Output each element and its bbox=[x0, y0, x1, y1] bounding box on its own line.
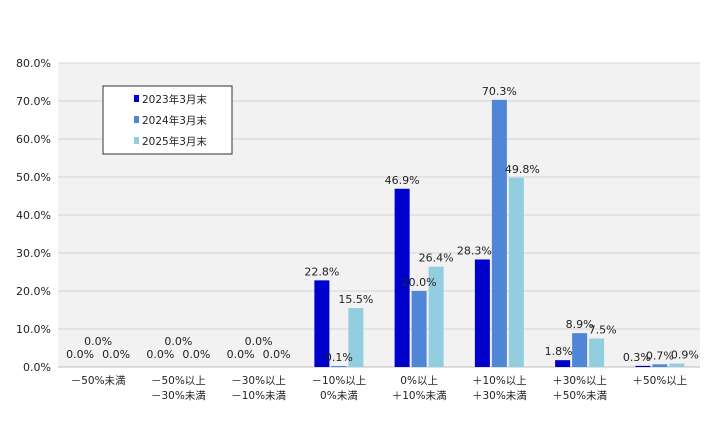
bar bbox=[394, 188, 410, 367]
y-tick-label: 0.0% bbox=[23, 361, 51, 374]
data-label: 0.0% bbox=[227, 348, 255, 361]
legend-swatch bbox=[134, 137, 139, 144]
data-label: 20.0% bbox=[402, 276, 437, 289]
bar bbox=[331, 366, 347, 367]
data-label: 0.0% bbox=[182, 348, 210, 361]
bar bbox=[428, 266, 444, 367]
bar bbox=[411, 291, 427, 367]
data-label: 0.0% bbox=[245, 335, 273, 348]
x-category-label: ＋50%以上 bbox=[632, 375, 687, 387]
x-category-label: ＋30%未満 bbox=[472, 390, 527, 402]
bar bbox=[474, 259, 490, 367]
bar bbox=[669, 363, 685, 367]
data-label: 0.9% bbox=[671, 349, 699, 362]
legend-swatch bbox=[134, 116, 139, 123]
bar bbox=[508, 177, 524, 367]
data-label: 0.0% bbox=[263, 348, 291, 361]
data-label: 0.0% bbox=[102, 348, 130, 361]
y-tick-label: 20.0% bbox=[16, 285, 51, 298]
bar bbox=[491, 99, 507, 368]
data-label: 0.3% bbox=[623, 351, 651, 364]
data-label: 15.5% bbox=[338, 293, 373, 306]
x-category-label: 0%未満 bbox=[320, 390, 358, 402]
data-label: 22.8% bbox=[304, 265, 339, 278]
data-label: 0.0% bbox=[84, 335, 112, 348]
x-category-label: －10%未満 bbox=[231, 390, 286, 402]
x-category-label: ＋10%以上 bbox=[472, 375, 527, 387]
legend-label: 2024年3月末 bbox=[142, 114, 207, 127]
legend-swatch bbox=[134, 95, 139, 102]
y-tick-label: 60.0% bbox=[16, 133, 51, 146]
bar bbox=[635, 365, 651, 367]
data-label: 28.3% bbox=[457, 244, 492, 257]
data-label: 46.9% bbox=[385, 174, 420, 187]
legend-box bbox=[102, 85, 233, 155]
bar bbox=[555, 360, 571, 367]
bar bbox=[314, 280, 330, 367]
y-tick-label: 80.0% bbox=[16, 57, 51, 70]
bar bbox=[348, 308, 364, 367]
bar bbox=[572, 333, 588, 367]
y-tick-label: 30.0% bbox=[16, 247, 51, 260]
x-category-label: －10%以上 bbox=[311, 375, 366, 387]
y-tick-label: 40.0% bbox=[16, 209, 51, 222]
x-category-label: ＋50%未満 bbox=[552, 390, 607, 402]
y-tick-label: 50.0% bbox=[16, 171, 51, 184]
data-label: 8.9% bbox=[566, 318, 594, 331]
data-label: 49.8% bbox=[505, 163, 540, 176]
x-category-label: －30%以上 bbox=[231, 375, 286, 387]
bar bbox=[652, 364, 668, 367]
data-label: 0.7% bbox=[646, 349, 674, 362]
data-label: 0.0% bbox=[66, 348, 94, 361]
y-tick-label: 70.0% bbox=[16, 95, 51, 108]
x-category-label: －30%未満 bbox=[151, 390, 206, 402]
x-category-label: ＋10%未満 bbox=[392, 390, 447, 402]
data-label: 0.1% bbox=[325, 351, 353, 364]
legend-label: 2025年3月末 bbox=[142, 135, 207, 148]
x-category-label: ＋30%以上 bbox=[552, 375, 607, 387]
x-category-label: 0%以上 bbox=[400, 375, 438, 387]
x-category-label: －50%以上 bbox=[151, 375, 206, 387]
legend-label: 2023年3月末 bbox=[142, 93, 207, 106]
bar bbox=[589, 338, 605, 367]
data-label: 70.3% bbox=[482, 85, 517, 98]
x-category-label: －50%未満 bbox=[71, 375, 126, 387]
data-label: 0.0% bbox=[164, 335, 192, 348]
data-label: 7.5% bbox=[589, 324, 617, 337]
data-label: 1.8% bbox=[545, 345, 573, 358]
y-tick-label: 10.0% bbox=[16, 323, 51, 336]
data-label: 0.0% bbox=[146, 348, 174, 361]
data-label: 26.4% bbox=[419, 252, 454, 265]
